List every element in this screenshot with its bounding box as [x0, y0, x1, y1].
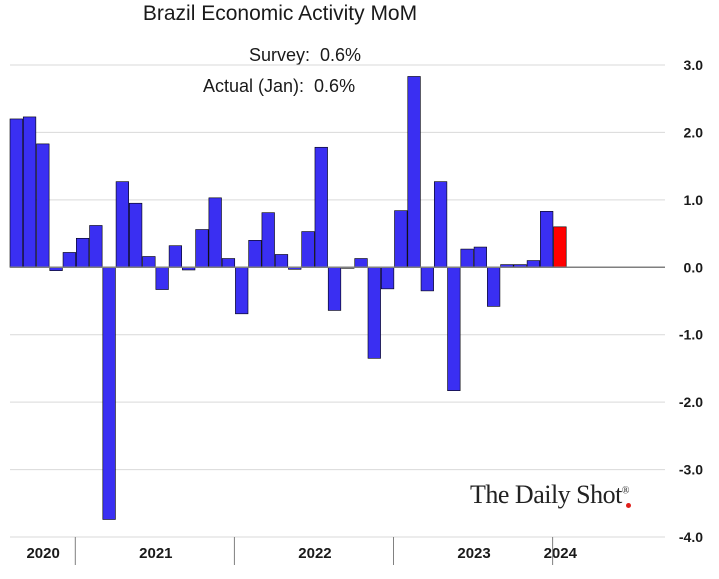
bar — [248, 240, 262, 268]
bar — [394, 210, 408, 268]
y-tick-label: -3.0 — [679, 462, 703, 478]
bar — [447, 266, 461, 391]
bar — [168, 245, 183, 268]
bar — [75, 237, 90, 268]
bar — [22, 116, 37, 268]
bar — [407, 76, 421, 268]
watermark-text: The Daily Shot — [470, 480, 622, 509]
bar — [129, 202, 143, 268]
y-tick-label: 2.0 — [684, 124, 704, 140]
bar — [301, 231, 315, 268]
bar — [261, 212, 275, 268]
bar — [314, 146, 328, 268]
bar — [195, 229, 209, 268]
year-label: 2023 — [457, 545, 490, 562]
chart-title: Brazil Economic Activity MoM — [142, 2, 418, 25]
bar — [487, 266, 501, 307]
year-label: 2021 — [139, 545, 172, 562]
survey-annotation: Survey: 0.6% — [249, 45, 362, 65]
bar — [380, 266, 395, 290]
y-tick-label: -1.0 — [679, 327, 703, 343]
y-tick-label: -4.0 — [679, 529, 703, 545]
actual-annotation: Actual (Jan): 0.6% — [203, 76, 356, 96]
bar — [354, 258, 368, 268]
bar — [460, 248, 474, 268]
watermark-logo: The Daily Shot® — [470, 480, 631, 509]
bar — [115, 181, 129, 268]
bar — [89, 225, 103, 268]
bar — [327, 266, 342, 311]
year-label: 2020 — [26, 545, 59, 562]
year-label: 2022 — [298, 545, 331, 562]
y-tick-label: -2.0 — [679, 394, 703, 410]
bar — [235, 266, 249, 315]
bar — [433, 181, 448, 268]
bar — [367, 266, 381, 359]
bar — [142, 256, 156, 268]
y-tick-label: 0.0 — [684, 259, 704, 275]
y-tick-label: 3.0 — [684, 57, 704, 73]
bar — [526, 260, 541, 268]
year-label: 2024 — [544, 545, 578, 562]
y-tick-label: 1.0 — [684, 192, 704, 208]
bar — [221, 258, 236, 268]
bar — [155, 266, 169, 290]
bar — [208, 197, 222, 268]
bar-highlight — [553, 226, 567, 268]
bar — [102, 266, 116, 520]
bar — [420, 266, 434, 292]
bar — [473, 246, 487, 268]
bar — [540, 211, 554, 268]
bar — [9, 118, 23, 268]
bar — [36, 143, 50, 268]
bar — [62, 252, 76, 268]
bar — [274, 254, 289, 268]
